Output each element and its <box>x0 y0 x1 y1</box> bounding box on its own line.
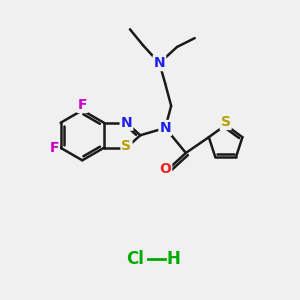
Text: S: S <box>220 115 231 129</box>
Text: H: H <box>167 250 181 268</box>
Text: F: F <box>77 98 87 112</box>
Text: O: O <box>159 162 171 176</box>
Text: N: N <box>121 116 132 130</box>
Text: N: N <box>154 56 165 70</box>
Text: F: F <box>50 141 59 155</box>
Text: N: N <box>160 121 171 135</box>
Text: S: S <box>122 139 131 153</box>
Text: Cl: Cl <box>126 250 144 268</box>
